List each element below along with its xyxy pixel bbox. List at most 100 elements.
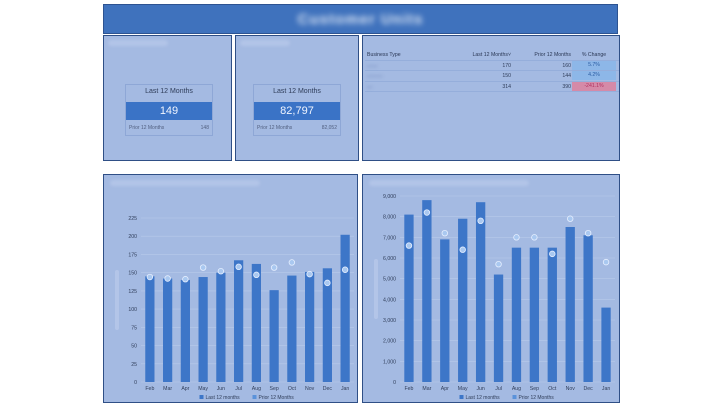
kpi-value: 82,797 xyxy=(254,102,340,120)
legend-swatch-prior xyxy=(252,395,257,399)
marker-prior-12-months[interactable] xyxy=(288,259,296,266)
legend-swatch-prior xyxy=(512,395,517,399)
column-header-prior-12[interactable]: Prior 12 Months xyxy=(534,52,571,58)
legend-label-prior: Prior 12 Months xyxy=(259,395,295,401)
prior-12-cell: 160 xyxy=(562,62,571,69)
marker-prior-12-months[interactable] xyxy=(324,279,331,287)
bar-last-12-months[interactable] xyxy=(340,234,350,382)
marker-prior-12-months[interactable] xyxy=(306,270,313,278)
business-type-cell: ▬ xyxy=(367,83,373,90)
y-axis-title-placeholder xyxy=(374,259,378,319)
bar-last-12-months[interactable] xyxy=(529,247,540,382)
bar-last-12-months[interactable] xyxy=(145,276,155,382)
bar-last-12-months[interactable] xyxy=(251,263,261,382)
marker-prior-12-months[interactable] xyxy=(253,271,260,279)
marker-prior-12-months[interactable] xyxy=(459,246,466,253)
bar-last-12-months[interactable] xyxy=(287,275,297,382)
x-tick-label: Oct xyxy=(288,386,297,392)
marker-prior-12-months[interactable] xyxy=(405,242,413,249)
x-tick-label: Nov xyxy=(305,386,315,392)
bar-last-12-months[interactable] xyxy=(565,227,575,382)
kpi-heading: Last 12 Months xyxy=(145,88,193,95)
marker-prior-12-months[interactable] xyxy=(270,264,278,271)
y-tick-label: 7,000 xyxy=(383,235,396,241)
bar-last-12-months[interactable] xyxy=(269,290,279,382)
bar-last-12-months[interactable] xyxy=(163,278,173,382)
legend-swatch-last xyxy=(199,395,204,399)
x-tick-label: Oct xyxy=(548,386,557,392)
table-row[interactable]: ▬ 314 390 -241.1% xyxy=(365,81,619,92)
kpi-card[interactable]: Last 12 Months 82,797 Prior 12 Months 82… xyxy=(253,84,341,136)
kpi-panel-1: Last 12 Months 149 Prior 12 Months 148 xyxy=(103,35,232,161)
table-row[interactable]: ▬▬ 170 160 5.7% xyxy=(365,60,619,71)
x-tick-label: Apr xyxy=(441,386,449,392)
marker-prior-12-months[interactable] xyxy=(477,217,484,224)
panel-title-placeholder xyxy=(240,40,290,46)
bar-last-12-months[interactable] xyxy=(180,279,190,382)
bar-last-12-months[interactable] xyxy=(322,268,332,382)
x-tick-label: Apr xyxy=(181,386,189,392)
y-tick-label: 0 xyxy=(393,380,396,386)
bar-last-12-months[interactable] xyxy=(547,247,557,382)
y-tick-label: 175 xyxy=(128,252,137,258)
bar-last-12-months[interactable] xyxy=(458,218,468,382)
marker-prior-12-months[interactable] xyxy=(549,250,556,258)
bar-last-12-months[interactable] xyxy=(511,247,522,382)
marker-prior-12-months[interactable] xyxy=(182,276,189,283)
marker-prior-12-months[interactable] xyxy=(164,275,171,282)
table-row[interactable]: ▬▬▬ 150 144 4.2% xyxy=(365,71,619,82)
bar-last-12-months[interactable] xyxy=(422,200,432,382)
y-tick-label: 3,000 xyxy=(383,318,396,324)
y-tick-label: 8,000 xyxy=(383,215,396,221)
marker-prior-12-months[interactable] xyxy=(146,273,154,281)
marker-prior-12-months[interactable] xyxy=(217,268,225,275)
bar-last-12-months[interactable] xyxy=(404,214,414,382)
table-header-row: Business Type Last 12 Months˅ Prior 12 M… xyxy=(365,50,619,61)
marker-prior-12-months[interactable] xyxy=(602,258,610,266)
business-type-table: Business Type Last 12 Months˅ Prior 12 M… xyxy=(365,50,619,92)
x-tick-label: Sep xyxy=(270,386,279,392)
legend-label-last: Last 12 months xyxy=(466,395,501,401)
bar-last-12-months[interactable] xyxy=(493,274,504,382)
marker-prior-12-months[interactable] xyxy=(199,264,207,271)
legend-label-prior: Prior 12 Months xyxy=(519,395,555,401)
y-tick-label: 2,000 xyxy=(383,339,396,345)
column-header-business-type[interactable]: Business Type xyxy=(367,52,401,58)
x-tick-label: Jul xyxy=(235,386,242,392)
chart-title-placeholder xyxy=(110,180,260,186)
x-tick-label: Aug xyxy=(512,386,521,392)
bar-last-12-months[interactable] xyxy=(475,202,486,382)
last-12-cell: 170 xyxy=(502,62,511,69)
bar-last-12-months[interactable] xyxy=(440,239,450,382)
x-tick-label: Feb xyxy=(145,386,154,392)
column-header-last-12[interactable]: Last 12 Months˅ xyxy=(472,52,512,58)
y-tick-label: 5,000 xyxy=(383,277,396,283)
x-tick-label: Jan xyxy=(602,386,610,392)
marker-prior-12-months[interactable] xyxy=(495,260,502,268)
marker-prior-12-months[interactable] xyxy=(584,230,592,237)
y-tick-label: 1,000 xyxy=(383,359,396,365)
marker-prior-12-months[interactable] xyxy=(235,263,242,271)
x-tick-label: Mar xyxy=(422,386,431,392)
bar-last-12-months[interactable] xyxy=(234,260,244,382)
marker-prior-12-months[interactable] xyxy=(423,209,431,216)
x-tick-label: May xyxy=(198,386,208,392)
bar-last-12-months[interactable] xyxy=(198,277,208,382)
x-tick-label: Dec xyxy=(323,386,333,392)
y-tick-label: 100 xyxy=(128,307,137,313)
marker-prior-12-months[interactable] xyxy=(341,266,349,273)
marker-prior-12-months[interactable] xyxy=(531,234,538,241)
bar-last-12-months[interactable] xyxy=(601,307,611,382)
prior-12-cell: 390 xyxy=(562,83,571,90)
marker-prior-12-months[interactable] xyxy=(513,234,520,241)
marker-prior-12-months[interactable] xyxy=(441,230,448,237)
marker-prior-12-months[interactable] xyxy=(567,215,574,222)
column-header-change[interactable]: % Change xyxy=(581,52,607,58)
bar-last-12-months[interactable] xyxy=(305,271,315,382)
bar-last-12-months[interactable] xyxy=(583,235,593,382)
bar-last-12-months[interactable] xyxy=(216,272,226,382)
chart-panel-1: 0 25 50 75 100 125 150 175 200 225 Feb Mar Apr May Jun… xyxy=(103,174,358,403)
kpi-card[interactable]: Last 12 Months 149 Prior 12 Months 148 xyxy=(125,84,213,136)
chart-panel-2: 0 1,000 2,000 3,000 4,000 5,000 6,000 7,000 8,00… xyxy=(362,174,620,403)
business-type-cell: ▬▬ xyxy=(367,62,378,69)
